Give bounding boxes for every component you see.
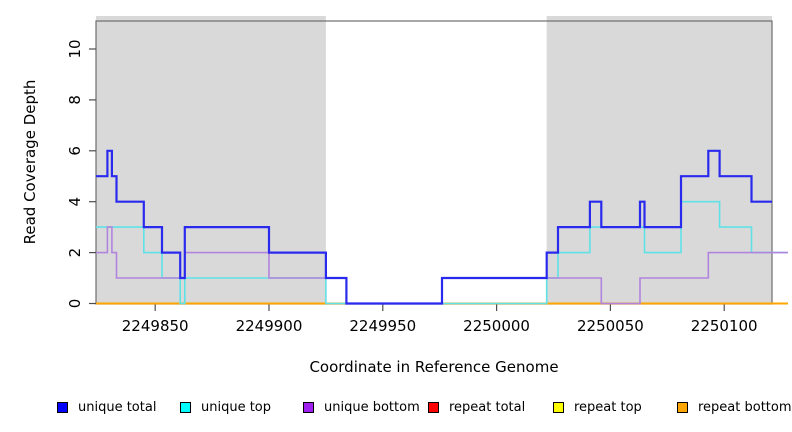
- x-tick-label: 2249950: [349, 317, 416, 335]
- x-tick-label: 2249850: [122, 317, 189, 335]
- legend-label: repeat top: [574, 399, 642, 415]
- y-tick-label: 10: [66, 39, 84, 58]
- x-axis-title: Coordinate in Reference Genome: [309, 358, 559, 376]
- legend-label: repeat total: [449, 399, 526, 415]
- legend-label: unique bottom: [324, 399, 420, 415]
- legend-swatch-icon: [553, 401, 564, 413]
- legend-item-repeat-bottom: repeat bottom: [677, 398, 792, 416]
- shaded-region: [546, 16, 772, 304]
- series-unique-bottom: [96, 226, 788, 305]
- chart-legend: unique total unique top unique bottom repea…: [0, 398, 792, 422]
- legend-item-unique-bottom: unique bottom: [303, 398, 420, 416]
- legend-label: unique total: [78, 399, 157, 415]
- y-tick-label: 2: [66, 248, 84, 258]
- legend-label: repeat bottom: [698, 399, 792, 415]
- y-tick-label: 8: [66, 95, 84, 105]
- y-tick-label: 6: [66, 146, 84, 156]
- legend-swatch-icon: [428, 401, 439, 413]
- shaded-region: [96, 16, 326, 304]
- legend-swatch-icon: [57, 401, 68, 413]
- legend-item-unique-top: unique top: [180, 398, 271, 416]
- legend-item-repeat-top: repeat top: [553, 398, 642, 416]
- x-tick-label: 2250100: [691, 317, 758, 335]
- x-tick-label: 2249900: [236, 317, 303, 335]
- legend-label: unique top: [201, 399, 272, 415]
- legend-swatch-icon: [180, 401, 191, 413]
- x-tick-label: 2250050: [577, 317, 644, 335]
- y-tick-label: 0: [66, 299, 84, 309]
- legend-swatch-icon: [677, 401, 688, 413]
- legend-swatch-icon: [303, 401, 314, 413]
- y-tick-label: 4: [66, 197, 84, 207]
- x-tick-label: 2250000: [463, 317, 530, 335]
- series-unique-total: [96, 149, 772, 305]
- y-axis-title: Read Coverage Depth: [21, 79, 39, 245]
- legend-item-repeat-total: repeat total: [428, 398, 525, 416]
- legend-item-unique-total: unique total: [57, 398, 156, 416]
